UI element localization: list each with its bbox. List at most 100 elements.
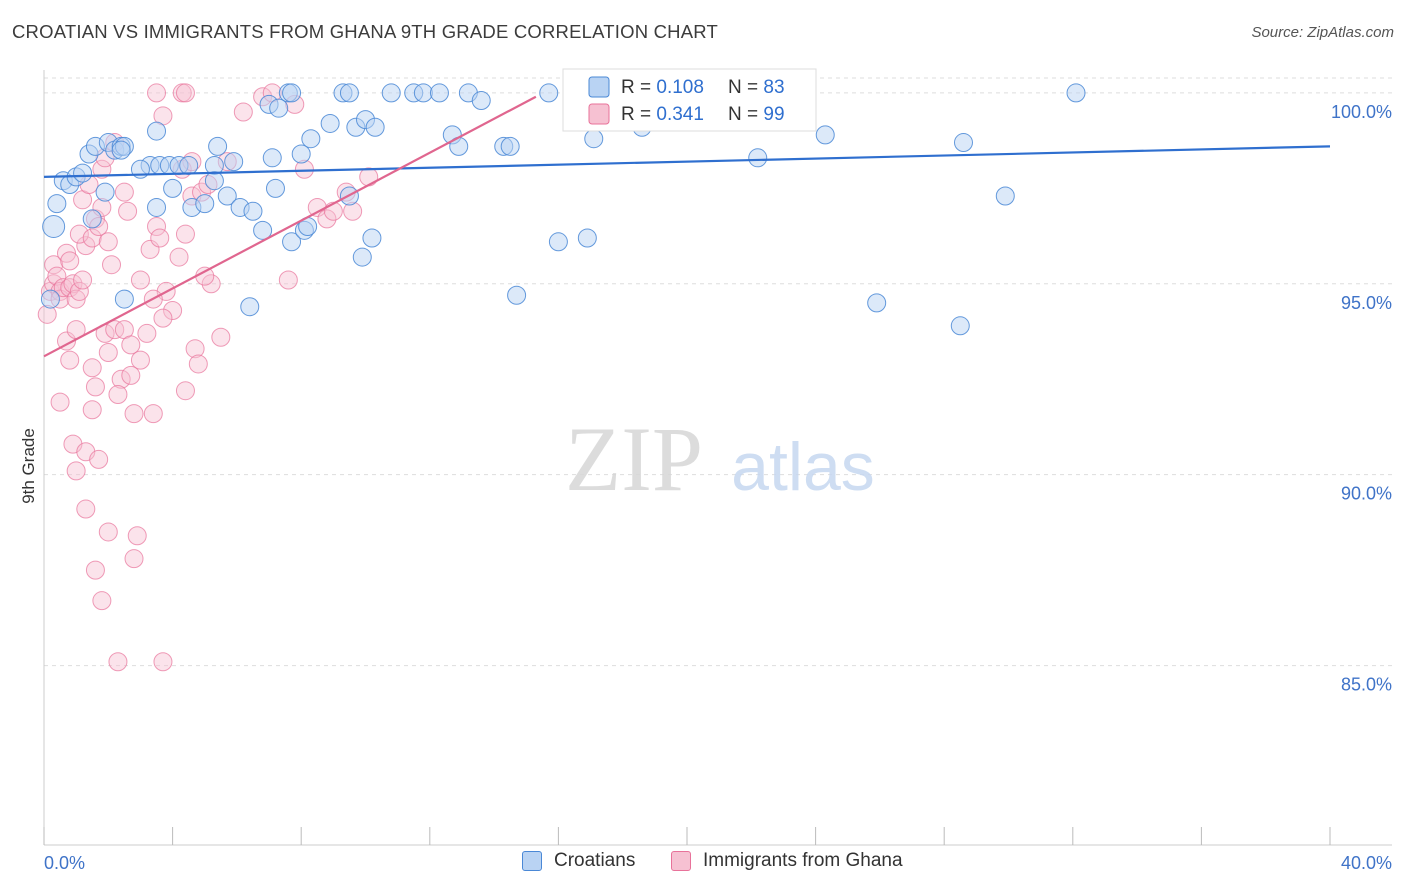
stats-n-value-pink: 99: [763, 104, 784, 125]
ghana-point: [63, 274, 83, 294]
ghana-point: [82, 228, 102, 248]
ghana-point: [278, 270, 298, 290]
gridlines: [44, 77, 1392, 667]
chart-title: CROATIAN VS IMMIGRANTS FROM GHANA 9TH GR…: [12, 21, 719, 42]
croatians-point: [253, 220, 273, 240]
croatians-point: [217, 186, 237, 206]
ghana-point: [82, 400, 102, 420]
croatians-point: [204, 171, 224, 191]
croatians-point: [413, 83, 433, 103]
ghana-trend-line: [43, 95, 537, 358]
ghana-point: [73, 270, 93, 290]
ghana-point: [92, 591, 112, 611]
source-label: Source: ZipAtlas.com: [1251, 24, 1394, 41]
ghana-point: [57, 243, 77, 263]
watermark-zip: ZIP: [565, 408, 703, 510]
croatians-point: [748, 148, 768, 168]
stats-r-label-blue: R =: [621, 77, 656, 98]
ghana-point: [82, 358, 102, 378]
croatians-point: [282, 232, 302, 252]
axes: [43, 70, 1392, 846]
ghana-point: [85, 377, 105, 397]
croatians-point: [282, 83, 302, 103]
ghana-point: [175, 224, 195, 244]
ghana-point: [60, 350, 80, 370]
ghana-point: [153, 652, 173, 672]
stats-n-label-blue: N =: [728, 77, 763, 98]
y-tick-label: 95.0%: [1341, 293, 1392, 313]
stats-n-label-pink: N =: [728, 104, 763, 125]
croatians-point: [577, 228, 597, 248]
croatians-point: [539, 83, 559, 103]
legend-item-ghana[interactable]: Immigrants from Ghana: [671, 850, 903, 872]
ghana-point: [50, 392, 70, 412]
ghana-point: [76, 499, 96, 519]
croatians-point: [291, 144, 311, 164]
ghana-point: [195, 266, 215, 286]
watermark-atlas: atlas: [731, 429, 875, 505]
ghana-point: [47, 266, 67, 286]
croatians-point: [95, 182, 115, 202]
croatians-point: [548, 232, 568, 252]
ghana-point: [92, 159, 112, 179]
croatians-point: [429, 83, 449, 103]
croatians-point: [815, 125, 835, 145]
croatians-point: [114, 289, 134, 309]
croatians-point: [500, 136, 520, 156]
svg-text:R = 0.108: R = 0.108: [621, 77, 704, 98]
croatians-point: [40, 289, 60, 309]
croatians-point: [507, 285, 527, 305]
y-tick-label: 85.0%: [1341, 675, 1392, 695]
croatians-point: [240, 297, 260, 317]
ghana-point: [108, 385, 128, 405]
croatians-point: [362, 228, 382, 248]
ghana-point: [98, 522, 118, 542]
croatians-trend-line: [43, 145, 1331, 178]
legend-swatch-croatians: [522, 851, 542, 871]
y-tick-label: 100.0%: [1331, 102, 1392, 122]
croatians-point: [111, 140, 131, 160]
tick-labels: 85.0% 90.0% 95.0% 100.0% 0.0% 40.0%: [44, 102, 1392, 873]
ghana-point: [188, 354, 208, 374]
trend-lines: [43, 95, 1331, 358]
croatians-point: [995, 186, 1015, 206]
croatians-point: [224, 152, 244, 172]
croatians-point: [584, 129, 604, 149]
croatians-point: [950, 316, 970, 336]
legend-label-croatians: Croatians: [554, 850, 636, 871]
ghana-point: [153, 308, 173, 328]
croatians-point: [243, 201, 263, 221]
ghana-point: [124, 404, 144, 424]
svg-text:N = 83: N = 83: [728, 77, 785, 98]
ghana-point: [127, 526, 147, 546]
croatians-point: [42, 215, 66, 239]
croatians-point: [47, 194, 67, 214]
croatians-point: [867, 293, 887, 313]
croatians-point: [381, 83, 401, 103]
croatians-point: [82, 209, 102, 229]
croatians-point: [262, 148, 282, 168]
croatians-points: [40, 83, 1086, 336]
ghana-point: [130, 350, 150, 370]
legend-item-croatians[interactable]: Croatians: [522, 850, 635, 872]
ghana-point: [359, 167, 379, 187]
croatians-point: [301, 129, 321, 149]
croatians-point: [163, 178, 183, 198]
ghana-point: [111, 369, 131, 389]
legend-swatch-ghana: [671, 851, 691, 871]
ghana-point: [147, 217, 167, 237]
ghana-point: [124, 549, 144, 569]
ghana-point: [66, 461, 86, 481]
stats-r-value-pink: 0.341: [656, 104, 704, 125]
croatians-point: [147, 197, 167, 217]
ghana-point: [105, 320, 125, 340]
ghana-point: [323, 201, 343, 221]
ghana-point: [147, 83, 167, 103]
croatians-point: [195, 194, 215, 214]
ghana-point: [85, 560, 105, 580]
stats-r-label-pink: R =: [621, 104, 656, 125]
ghana-point: [185, 339, 205, 359]
croatians-point: [73, 163, 93, 183]
croatians-point: [265, 178, 285, 198]
